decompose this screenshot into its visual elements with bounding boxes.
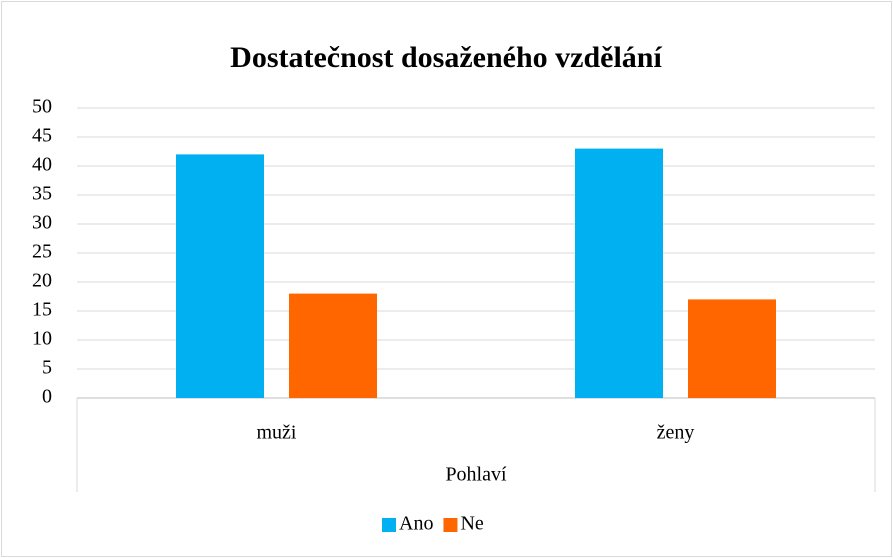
y-tick-label: 50 bbox=[32, 96, 52, 118]
y-tick-label: 5 bbox=[42, 357, 52, 379]
chart-title: Dostatečnost dosaženého vzdělání bbox=[230, 41, 662, 74]
bar bbox=[575, 148, 663, 398]
y-tick-label: 10 bbox=[32, 328, 52, 350]
bar bbox=[176, 154, 264, 398]
x-axis-label: Pohlaví bbox=[445, 464, 507, 486]
y-tick-label: 20 bbox=[32, 270, 52, 292]
y-tick-label: 0 bbox=[42, 386, 52, 408]
legend-label: Ano bbox=[399, 513, 433, 535]
y-tick-label: 15 bbox=[32, 299, 52, 321]
y-tick-label: 40 bbox=[32, 154, 52, 176]
y-tick-label: 30 bbox=[32, 212, 52, 234]
legend-swatch bbox=[382, 518, 396, 532]
legend-swatch bbox=[443, 518, 458, 532]
bar bbox=[688, 299, 776, 398]
legend-label: Ne bbox=[460, 513, 483, 535]
y-tick-label: 45 bbox=[32, 125, 52, 147]
y-tick-label: 35 bbox=[32, 183, 52, 205]
x-tick-label: ženy bbox=[657, 422, 695, 444]
y-tick-label: 25 bbox=[32, 241, 52, 263]
x-tick-label: muži bbox=[257, 422, 297, 444]
bar bbox=[289, 293, 377, 398]
